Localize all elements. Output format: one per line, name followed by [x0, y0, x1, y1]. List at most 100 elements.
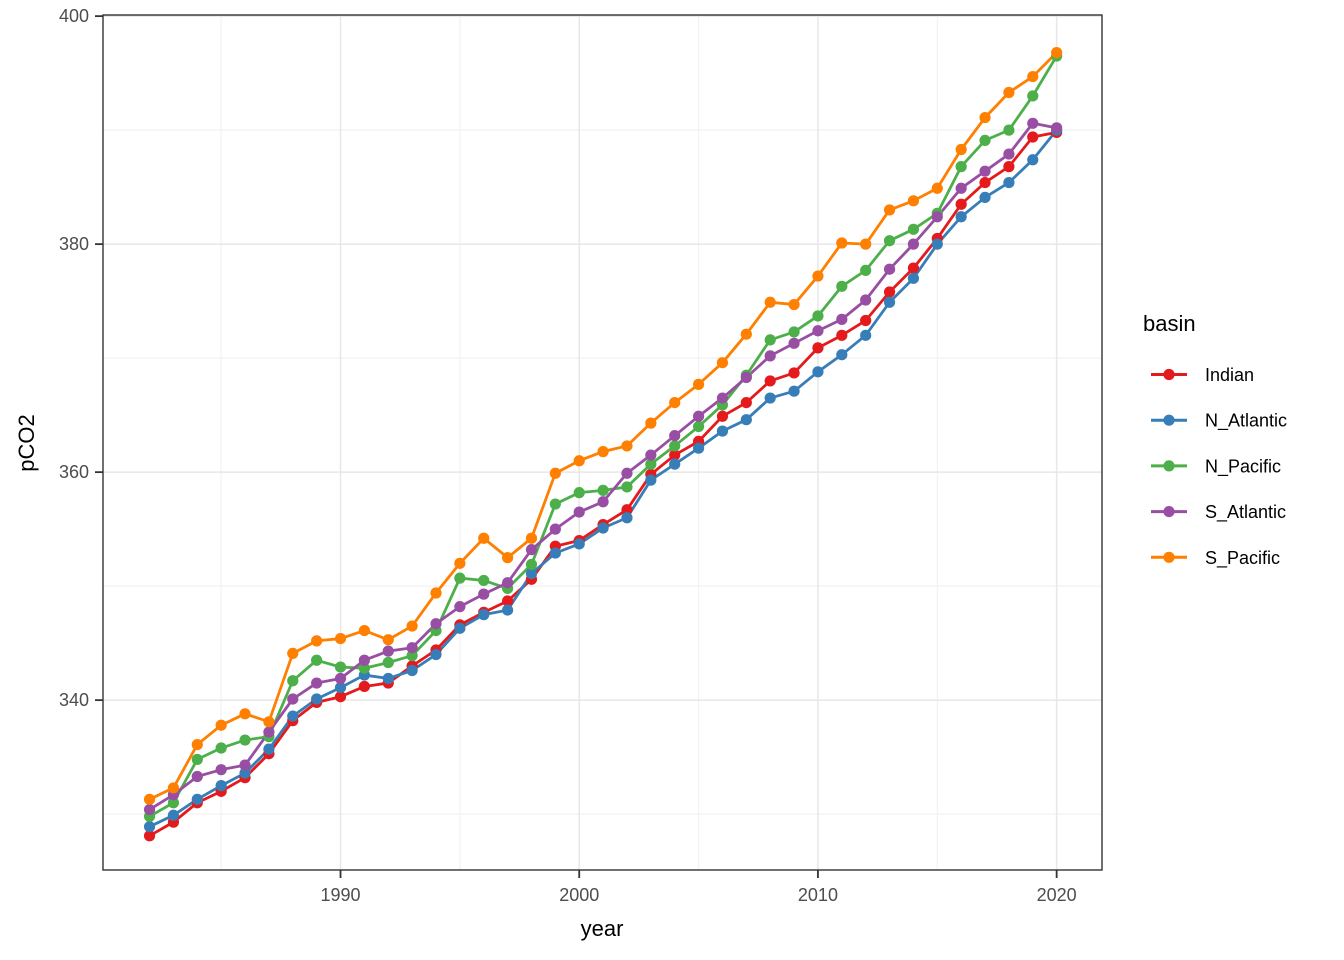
data-point: [692, 378, 705, 390]
data-point: [215, 719, 227, 731]
data-point: [645, 458, 657, 470]
legend-title: basin: [1143, 311, 1196, 336]
data-point: [621, 440, 633, 452]
data-point: [478, 574, 490, 587]
data-point: [692, 442, 705, 454]
data-point: [597, 496, 609, 508]
data-point: [836, 329, 848, 341]
data-point: [406, 642, 418, 654]
data-point: [883, 263, 896, 275]
panel-border: [102, 14, 1103, 871]
data-point: [334, 682, 347, 694]
data-point: [621, 504, 633, 516]
data-point: [502, 577, 514, 589]
data-point: [740, 371, 752, 384]
data-point: [788, 385, 800, 397]
y-tick-label: 340: [59, 690, 89, 710]
data-point: [191, 793, 203, 805]
data-point: [621, 467, 633, 479]
data-point: [669, 458, 681, 470]
legend-key-point: [1163, 368, 1175, 381]
data-point: [979, 112, 991, 124]
legend-key-point: [1163, 551, 1175, 563]
x-axis-title: year: [581, 916, 624, 941]
data-point: [597, 446, 609, 458]
data-point: [860, 294, 872, 306]
data-point: [215, 742, 227, 754]
legend-key-point: [1163, 506, 1175, 518]
data-point: [215, 780, 227, 792]
data-point: [740, 397, 752, 409]
data-point: [788, 367, 800, 379]
data-point: [883, 235, 896, 247]
legend-item-label: S_Pacific: [1205, 548, 1280, 569]
data-point: [764, 375, 776, 387]
data-point: [334, 672, 347, 685]
data-point: [191, 739, 203, 751]
data-point: [764, 392, 776, 404]
legend: basin Indian N_Atlantic N_Pacific S_Atlanti…: [1143, 311, 1287, 569]
data-point: [263, 743, 275, 755]
data-point: [143, 793, 156, 805]
data-point: [287, 675, 299, 687]
data-point: [836, 313, 848, 325]
data-point: [812, 270, 824, 282]
data-point: [287, 710, 299, 722]
data-point: [287, 647, 299, 660]
data-point: [979, 165, 991, 177]
y-axis-title: pCO2: [14, 414, 39, 471]
legend-item-label: N_Atlantic: [1205, 411, 1287, 432]
data-point: [812, 366, 824, 378]
data-point: [430, 618, 442, 630]
legend-item-label: N_Pacific: [1205, 456, 1281, 477]
data-point: [502, 595, 514, 607]
data-point: [764, 296, 776, 308]
data-point: [311, 677, 323, 689]
data-point: [1003, 124, 1015, 136]
data-point: [358, 680, 370, 693]
series-line-S_Atlantic: [148, 121, 1059, 811]
x-tick-label: 1990: [320, 885, 360, 905]
data-point: [716, 392, 729, 404]
data-point: [454, 557, 466, 569]
data-point: [955, 198, 967, 210]
data-point: [573, 538, 585, 550]
data-point: [883, 286, 896, 298]
data-point: [860, 264, 872, 276]
data-point: [860, 314, 872, 327]
data-point: [311, 654, 323, 666]
data-point: [716, 425, 729, 437]
data-point: [525, 532, 538, 544]
data-point: [382, 634, 394, 646]
data-point: [454, 622, 466, 634]
legend-key-point: [1163, 460, 1175, 472]
data-point: [788, 337, 800, 349]
data-point: [812, 310, 824, 322]
x-tick-label: 2010: [798, 885, 838, 905]
data-point: [406, 650, 418, 662]
legend-item-label: S_Atlantic: [1205, 502, 1286, 523]
series-points-N_Atlantic: [143, 124, 1063, 833]
series-points: [143, 47, 1063, 842]
data-point: [287, 693, 299, 705]
data-point: [478, 609, 490, 621]
data-point: [1051, 47, 1063, 59]
data-point: [907, 272, 920, 284]
data-point: [788, 326, 800, 338]
data-point: [454, 572, 466, 584]
series-lines: [148, 51, 1059, 838]
data-point: [860, 329, 872, 341]
data-point: [740, 328, 752, 340]
data-point: [669, 440, 681, 452]
legend-item-S_Atlantic: S_Atlantic: [1151, 502, 1286, 523]
data-point: [597, 522, 609, 534]
data-point: [907, 223, 920, 235]
data-point: [191, 753, 203, 766]
data-point: [502, 552, 514, 564]
data-point: [311, 635, 323, 647]
data-point: [525, 568, 538, 580]
data-point: [716, 357, 729, 369]
data-point: [143, 803, 156, 816]
